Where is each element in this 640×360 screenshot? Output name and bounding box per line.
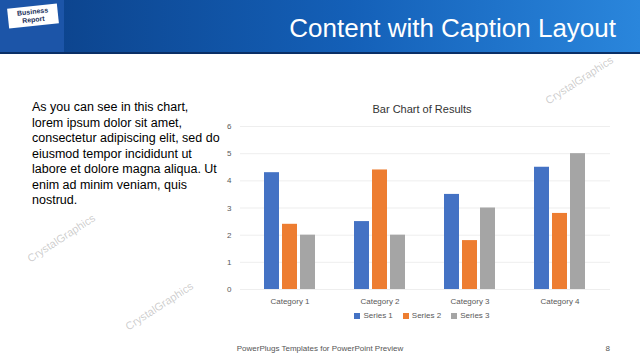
svg-text:2: 2 [227, 231, 232, 240]
html-text:Series 1: Series 1 [363, 311, 393, 320]
html-text:Series 3: Series 3 [460, 311, 490, 320]
svg-text:6: 6 [227, 122, 232, 131]
html-text:PowerPlugs Templates for Power: PowerPlugs Templates for PowerPoint Prev… [236, 344, 404, 353]
svg-text:Category 2: Category 2 [360, 297, 400, 306]
html-text:8: 8 [605, 344, 610, 353]
svg-text:3: 3 [227, 204, 232, 213]
html-text:CrystalGraphics: CrystalGraphics [25, 211, 98, 265]
svg-text:Category 4: Category 4 [540, 297, 580, 306]
html-text:CrystalGraphics: CrystalGraphics [123, 279, 196, 333]
svg-text:0: 0 [227, 285, 232, 294]
html-text:CrystalGraphics: CrystalGraphics [543, 53, 616, 107]
html-text:As you can see in this chart,: As you can see in this chart, lorem ipsu… [32, 100, 220, 207]
svg-text:Category 3: Category 3 [450, 297, 490, 306]
svg-text:5: 5 [227, 149, 232, 158]
html-text:Series 2: Series 2 [411, 311, 442, 320]
html-text:Bar Chart of Results: Bar Chart of Results [372, 103, 472, 115]
svg-text:4: 4 [227, 176, 232, 185]
svg-text:Category 1: Category 1 [270, 297, 310, 306]
svg-text:1: 1 [227, 258, 232, 267]
html-text:Content with Caption Layout: Content with Caption Layout [289, 13, 616, 43]
html-text:Business Report: Business Report [16, 6, 49, 25]
